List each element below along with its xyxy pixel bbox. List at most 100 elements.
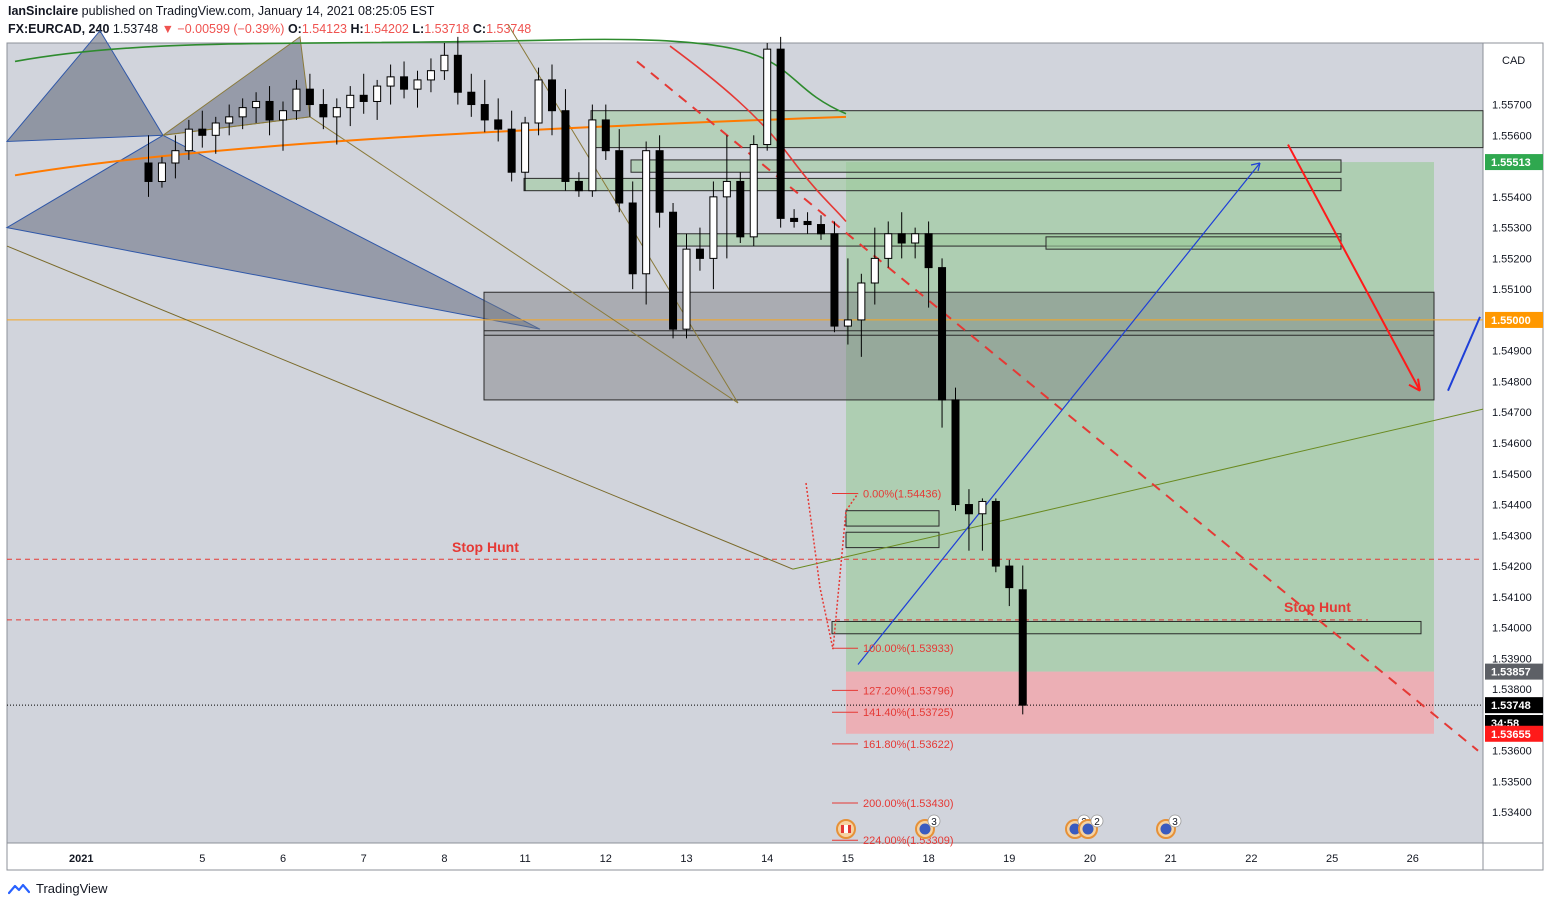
candle-body: [252, 100, 261, 109]
candle-body: [225, 116, 234, 124]
candle: [642, 141, 651, 305]
price-tick-label: 1.55700: [1492, 100, 1532, 112]
price-label-box: [1485, 725, 1543, 742]
candle: [709, 181, 718, 290]
change-value: ▼ −0.00599 (−0.39%): [161, 22, 285, 36]
time-tick-label: 5: [199, 853, 205, 865]
supply-box-top: [590, 110, 1484, 149]
candle: [830, 221, 839, 333]
candle-body: [776, 48, 785, 219]
candle-body: [911, 233, 920, 244]
candle: [198, 110, 207, 148]
candle-body: [749, 144, 758, 238]
time-tick-label: 18: [922, 853, 934, 865]
candle-body: [763, 48, 772, 146]
candle-body: [642, 150, 651, 275]
last-price: 1.53748: [112, 22, 159, 36]
candle: [534, 67, 543, 136]
price-label-box: [1485, 697, 1543, 714]
candle: [252, 92, 261, 123]
event-count: 2: [1094, 817, 1100, 828]
tradingview-footer[interactable]: TradingView: [8, 881, 108, 896]
fib-level-label: 100.00%(1.53933): [863, 643, 954, 655]
candle: [870, 227, 879, 305]
event-globe: [919, 823, 931, 835]
time-tick-label: 21: [1165, 853, 1177, 865]
order-block-6: [845, 531, 940, 549]
candle-body: [373, 85, 382, 102]
candle: [292, 79, 301, 120]
candle-body: [184, 128, 193, 152]
bearish-arrowhead: [1408, 378, 1421, 392]
bullish-arrowhead: [1250, 162, 1261, 172]
canada-flag-icon: [836, 819, 856, 839]
candle-body: [722, 180, 731, 198]
candle-body: [736, 180, 745, 238]
price-label-box: [1485, 663, 1543, 680]
candle: [749, 135, 758, 247]
pattern-leg-1: [507, 24, 739, 404]
candle-body: [171, 150, 180, 164]
time-tick-label: 25: [1326, 853, 1338, 865]
candle-body: [991, 500, 1000, 567]
high-label: H:: [350, 22, 364, 36]
event-globe: [1082, 823, 1094, 835]
time-tick-label: 11: [519, 853, 530, 865]
time-tick-label: 19: [1003, 853, 1015, 865]
price-tick-label: 1.54800: [1492, 376, 1532, 388]
candle: [817, 215, 825, 240]
event-count-bubble: [1168, 814, 1182, 828]
open-value: 1.54123: [301, 22, 348, 36]
candle: [951, 387, 960, 511]
time-tick-label: 26: [1407, 853, 1419, 865]
price-tick-label: 1.54400: [1492, 500, 1532, 512]
candle-body: [615, 150, 624, 204]
author[interactable]: IanSinclaire: [8, 4, 79, 18]
fib-zigzag: [805, 482, 859, 650]
time-tick-label: 13: [680, 853, 692, 865]
price-tick-label: 1.55100: [1492, 284, 1532, 296]
candle-body: [144, 162, 153, 182]
ma-red: [669, 45, 847, 222]
candle-body: [978, 500, 987, 515]
price-tick-label: 1.53500: [1492, 776, 1532, 788]
time-tick-label: 2021: [69, 853, 93, 865]
tradingview-logo-icon: [8, 883, 30, 894]
candle: [225, 104, 234, 136]
candle-body: [574, 180, 583, 192]
fib-level-label: 200.00%(1.53430): [863, 798, 954, 810]
candle-body: [238, 107, 247, 118]
candle: [279, 101, 287, 151]
candle-body: [695, 248, 704, 259]
price-tick-label: 1.53800: [1492, 684, 1532, 696]
candle-body: [870, 257, 879, 284]
price-tick-label: 1.55400: [1492, 192, 1532, 204]
symbol-label[interactable]: FX:EURCAD, 240: [8, 22, 110, 36]
candle-body: [803, 220, 812, 226]
blue-trend-segment: [1447, 316, 1481, 392]
order-block-4: [1045, 236, 1342, 250]
candle-body: [628, 202, 637, 275]
event-globe: [1069, 823, 1081, 835]
candle-body: [521, 122, 530, 173]
candle-body: [964, 504, 973, 515]
candle-body: [817, 224, 825, 235]
published-text: published on TradingView.com, January 14…: [78, 4, 435, 18]
candle: [911, 227, 920, 259]
candle: [157, 156, 166, 188]
candle-body: [669, 211, 678, 330]
pattern-triangle-lower: [5, 134, 541, 330]
candle: [978, 498, 987, 551]
time-tick-label: 20: [1084, 853, 1096, 865]
candle: [588, 104, 597, 197]
ohlc-line: FX:EURCAD, 240 1.53748 ▼ −0.00599 (−0.39…: [8, 22, 531, 36]
fib-level-label: 141.40%(1.53725): [863, 707, 954, 719]
candle-body: [359, 94, 368, 102]
candle-body: [157, 162, 166, 182]
candle: [682, 233, 691, 339]
candle-body: [534, 79, 543, 124]
candle: [1005, 559, 1014, 607]
time-tick-label: 14: [761, 853, 773, 865]
price-label: 1.55513: [1491, 157, 1531, 169]
